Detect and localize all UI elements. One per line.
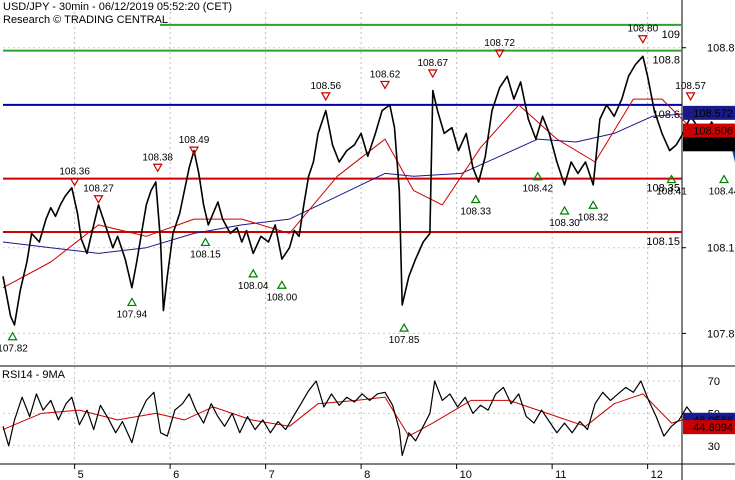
level-label: 108.8 [652, 55, 680, 67]
trough-marker [276, 280, 287, 289]
peak-label: 108.27 [83, 184, 114, 195]
price-tick-label: 108.8 [707, 43, 735, 55]
peak-marker [494, 49, 505, 59]
rsi-line [2, 380, 732, 457]
price-tag-bg [683, 105, 735, 120]
peak-marker [685, 92, 696, 102]
trough-marker [399, 322, 410, 332]
price-tag-bg [683, 123, 735, 138]
price-line [2, 55, 732, 326]
price-tick-label: 107.8 [707, 328, 735, 340]
trough-marker [248, 268, 259, 278]
rsi-panel-title: RSI14 - 9MA [2, 369, 66, 381]
price-tag-label: 108.49 [699, 139, 733, 151]
trough-label: 108.04 [238, 281, 269, 292]
peak-label: 108.36 [59, 167, 90, 178]
level-label: 108.35 [646, 183, 680, 195]
x-tick-label: 8 [364, 469, 370, 480]
peak-label: 108.57 [675, 81, 706, 92]
peak-marker [637, 35, 648, 44]
trough-label: 107.85 [389, 335, 420, 346]
level-label: 109 [662, 29, 680, 41]
trough-marker [559, 205, 570, 215]
source-credit: Research © TRADING CENTRAL [3, 14, 168, 26]
peak-marker [320, 92, 331, 102]
peak-marker [188, 146, 200, 156]
trough-label: 108.30 [549, 218, 580, 229]
chart-title: USD/JPY - 30min - 06/12/2019 05:52:20 (C… [3, 1, 233, 13]
price-tick-label: 108.1 [707, 243, 735, 255]
trough-marker [532, 171, 543, 181]
trough-marker [588, 200, 599, 209]
trough-marker [200, 237, 211, 247]
peak-marker [427, 69, 438, 79]
peak-marker [69, 177, 80, 187]
trough-label: 108.15 [190, 249, 221, 260]
x-tick-label: 5 [78, 469, 84, 480]
trough-label: 108.44 [709, 187, 735, 198]
peak-label: 108.56 [310, 81, 341, 92]
trough-marker [126, 297, 137, 307]
trough-label: 108.00 [267, 292, 298, 303]
forecast-arrow-shaft [729, 138, 735, 163]
peak-marker [379, 80, 391, 90]
level-label: 108.15 [646, 236, 680, 248]
peak-label: 108.49 [179, 135, 210, 146]
trough-marker [7, 331, 18, 341]
x-tick-label: 10 [460, 469, 472, 480]
trough-label: 107.82 [0, 344, 28, 355]
price-tag-label: 108.506 [693, 126, 733, 138]
peak-label: 108.38 [142, 152, 173, 163]
x-tick-label: 12 [651, 469, 663, 480]
rsi-tick-label: 30 [708, 441, 720, 453]
x-tick-label: 7 [269, 469, 275, 480]
rsi-tag-bg [683, 420, 735, 435]
trough-label: 108.42 [523, 184, 554, 195]
peak-label: 108.62 [370, 69, 401, 80]
price-tag-bg [683, 137, 735, 152]
peak-label: 108.80 [628, 24, 659, 35]
trough-label: 107.94 [117, 309, 148, 320]
x-tick-label: 6 [173, 469, 179, 480]
peak-label: 108.67 [417, 58, 448, 69]
rsi-tick-label: 70 [708, 376, 720, 388]
ma-fast-line [2, 98, 731, 289]
peak-marker [152, 163, 163, 173]
trough-label: 108.41 [656, 187, 687, 198]
trough-marker [470, 194, 481, 204]
peak-marker [93, 195, 104, 204]
price-tag-label: 108.572 [693, 108, 733, 120]
x-tick-label: 11 [555, 469, 566, 480]
rsi-ma-line [2, 393, 731, 437]
trough-label: 108.33 [460, 207, 491, 218]
trough-marker [718, 174, 730, 184]
peak-label: 108.72 [484, 38, 515, 49]
trough-label: 108.32 [578, 212, 609, 223]
trough-marker [666, 174, 677, 184]
rsi-tag-label: 44.6094 [693, 422, 733, 434]
